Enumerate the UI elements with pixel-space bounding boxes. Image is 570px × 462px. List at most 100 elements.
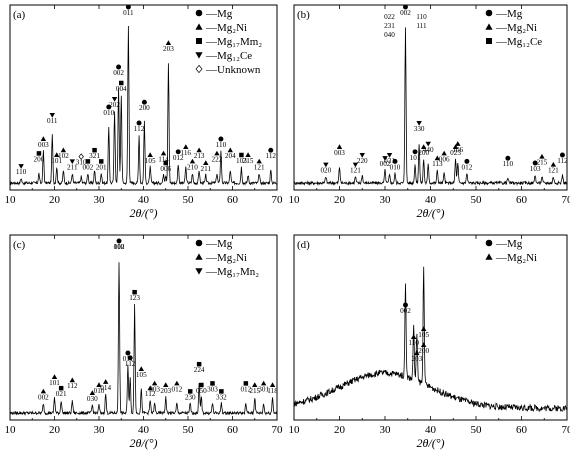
legend-marker xyxy=(196,10,203,17)
peak-index-label: 112 xyxy=(67,382,78,390)
peak-index-label: 440 xyxy=(423,146,434,154)
peak-index-label: 330 xyxy=(414,125,425,133)
peak-index-label: 010 xyxy=(390,163,401,171)
peak-index-label: 121 xyxy=(350,167,361,175)
x-tick-label: 30 xyxy=(94,194,106,206)
legend-entry: —Mg xyxy=(495,238,523,250)
peak-index-label: 321 xyxy=(89,152,100,160)
peak-index-label: 303 xyxy=(207,385,218,393)
peak-marker xyxy=(166,40,171,45)
legend-marker xyxy=(195,52,202,58)
peak-index-label: 004 xyxy=(116,85,127,93)
legend-marker xyxy=(195,23,202,29)
x-tick-label: 10 xyxy=(289,194,301,206)
x-tick-label: 60 xyxy=(227,424,239,436)
peak-marker xyxy=(403,5,408,10)
peak-marker xyxy=(403,303,408,308)
panel-label: (d) xyxy=(297,239,310,251)
x-tick-label: 70 xyxy=(562,194,570,206)
legend-marker xyxy=(196,65,202,72)
legend-entry: —Mg xyxy=(205,238,233,250)
x-tick-label: 60 xyxy=(516,194,528,206)
peak-index-label: 002 xyxy=(113,69,124,77)
diffraction-pattern xyxy=(294,27,567,184)
peak-index-label: 211 xyxy=(201,165,212,173)
peak-marker xyxy=(270,382,275,387)
peak-index-label: 123 xyxy=(129,294,140,302)
legend: —Mg—Mg₂Ni—Mg₁₂Ce xyxy=(485,8,542,48)
peak-index-label: 003 xyxy=(334,149,345,157)
xrd-panel-4: 10 20 30 40 50 60 70 2θ/(°) (d) 002 110 203 105 200 —M… xyxy=(289,235,570,450)
diffraction-pattern xyxy=(10,262,277,414)
peak-index-label: 222 xyxy=(212,155,223,163)
peak-index-label: 110 xyxy=(114,243,125,251)
peak-index-label: 200 xyxy=(34,155,45,163)
x-tick-label: 70 xyxy=(562,424,570,436)
peak-index-label: 030 xyxy=(87,395,98,403)
peak-marker xyxy=(147,152,152,157)
peak-index-label: 213 xyxy=(194,152,205,160)
x-axis-title: 2θ/(°) xyxy=(416,436,444,450)
peak-index-label: 111 xyxy=(416,22,427,30)
peak-index-label: 231 xyxy=(384,22,395,30)
peak-index-label: 012 xyxy=(462,163,473,171)
panel-label: (b) xyxy=(297,9,310,21)
peak-marker xyxy=(103,379,108,384)
legend-entry: —Mg₂Ni xyxy=(495,22,537,34)
peak-index-label: 332 xyxy=(216,393,227,401)
x-tick-label: 10 xyxy=(5,424,17,436)
peak-marker xyxy=(218,137,223,142)
x-tick-label: 60 xyxy=(516,424,528,436)
peak-marker xyxy=(196,148,201,153)
peak-index-label: 105 xyxy=(145,157,156,165)
peak-index-label: 224 xyxy=(194,366,205,374)
peak-index-label: 121 xyxy=(254,163,265,171)
peak-marker xyxy=(116,65,121,70)
peak-marker xyxy=(337,144,342,149)
x-tick-label: 20 xyxy=(49,194,61,206)
peak-index-label: 204 xyxy=(225,152,236,160)
peak-marker xyxy=(252,382,257,387)
peak-marker xyxy=(421,342,426,347)
peak-marker xyxy=(199,383,204,388)
peak-index-label: 002 xyxy=(400,9,411,17)
peak-marker xyxy=(161,151,166,156)
legend-entry: —Mg₂Ni xyxy=(205,22,247,34)
peak-index-label: 105 xyxy=(136,371,147,379)
peak-index-label: 012 xyxy=(171,385,182,393)
x-tick-label: 50 xyxy=(183,194,195,206)
legend-marker xyxy=(486,10,493,17)
panel-label: (c) xyxy=(13,239,26,251)
peak-index-label: 116 xyxy=(181,149,192,157)
peak-marker xyxy=(37,151,42,156)
peak-index-label: 021 xyxy=(56,390,67,398)
legend: —Mg—Mg₂Ni—Mg₁₇Mn₂ xyxy=(195,238,259,278)
peak-index-label: 121 xyxy=(548,167,559,175)
panel-label: (a) xyxy=(13,9,26,21)
peak-index-label: 002 xyxy=(38,393,49,401)
legend-entry: —Mg₁₂Ce xyxy=(205,50,252,62)
legend-entry: —Mg₂Ni xyxy=(495,252,537,264)
peak-marker xyxy=(197,362,202,367)
peak-marker xyxy=(139,366,144,371)
peak-index-label: 215 xyxy=(243,157,254,165)
peak-index-label: 112 xyxy=(557,157,568,165)
x-tick-label: 40 xyxy=(425,424,437,436)
legend-marker xyxy=(485,23,492,29)
peak-marker xyxy=(210,381,215,386)
peak-marker xyxy=(551,162,556,167)
peak-marker xyxy=(152,381,157,386)
legend-entry: —Mg₁₇Mn₂ xyxy=(205,266,259,278)
x-tick-label: 50 xyxy=(471,194,483,206)
peak-index-label: 201 xyxy=(96,163,107,171)
peak-marker xyxy=(268,148,273,153)
peak-index-label: 203 xyxy=(411,355,422,363)
legend: —Mg —Mg₂Ni xyxy=(485,238,537,264)
peak-marker xyxy=(99,159,104,164)
legend-entry: —Mg xyxy=(495,8,523,20)
x-axis-title: 2θ/(°) xyxy=(416,206,444,220)
legend-marker xyxy=(486,38,492,44)
peak-marker xyxy=(393,159,398,164)
peak-marker xyxy=(119,81,124,86)
peak-marker xyxy=(421,326,426,331)
